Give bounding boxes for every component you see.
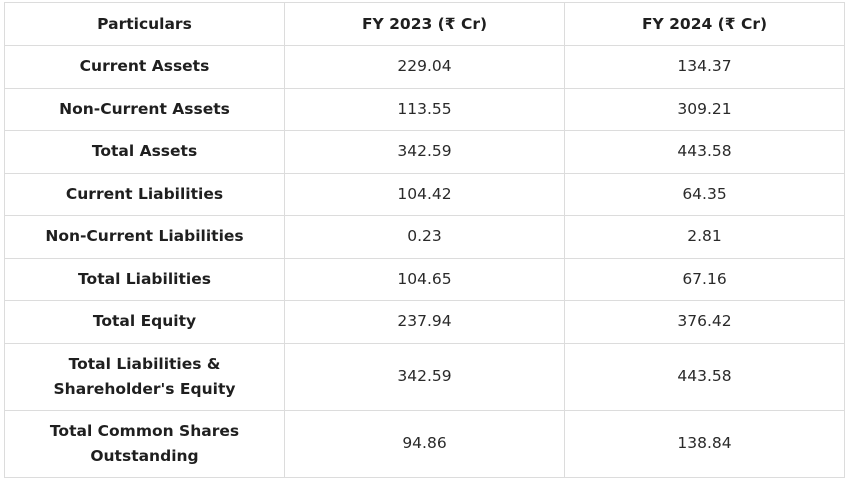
table-row: Current Liabilities 104.42 64.35 xyxy=(4,172,845,216)
fy2023-value: 342.59 xyxy=(284,342,565,411)
row-label: Current Liabilities xyxy=(4,172,285,216)
balance-sheet-table: Particulars FY 2023 (₹ Cr) FY 2024 (₹ Cr… xyxy=(4,2,845,478)
table-body: Current Assets 229.04 134.37 Non-Current… xyxy=(4,45,845,478)
fy2024-value: 309.21 xyxy=(564,87,845,131)
row-label: Total Common Shares Outstanding xyxy=(4,409,285,478)
fy2023-value: 342.59 xyxy=(284,130,565,174)
table-row: Total Equity 237.94 376.42 xyxy=(4,300,845,344)
table-row: Total Common Shares Outstanding 94.86 13… xyxy=(4,409,845,478)
fy2024-value: 138.84 xyxy=(564,409,845,478)
fy2023-value: 104.65 xyxy=(284,257,565,301)
fy2024-value: 2.81 xyxy=(564,215,845,259)
fy2023-value: 237.94 xyxy=(284,300,565,344)
financial-table-container: Particulars FY 2023 (₹ Cr) FY 2024 (₹ Cr… xyxy=(4,2,845,478)
table-row: Current Assets 229.04 134.37 xyxy=(4,45,845,89)
row-label: Non-Current Assets xyxy=(4,87,285,131)
table-row: Total Assets 342.59 443.58 xyxy=(4,130,845,174)
table-row: Non-Current Assets 113.55 309.21 xyxy=(4,87,845,131)
fy2024-value: 376.42 xyxy=(564,300,845,344)
fy2024-value: 67.16 xyxy=(564,257,845,301)
fy2024-value: 443.58 xyxy=(564,130,845,174)
fy2023-value: 94.86 xyxy=(284,409,565,478)
table-row: Total Liabilities & Shareholder's Equity… xyxy=(4,342,845,411)
fy2023-value: 229.04 xyxy=(284,45,565,89)
fy2024-value: 134.37 xyxy=(564,45,845,89)
header-row: Particulars FY 2023 (₹ Cr) FY 2024 (₹ Cr… xyxy=(4,2,845,46)
row-label: Current Assets xyxy=(4,45,285,89)
table-row: Total Liabilities 104.65 67.16 xyxy=(4,257,845,301)
table-header: Particulars FY 2023 (₹ Cr) FY 2024 (₹ Cr… xyxy=(4,2,845,46)
row-label: Total Equity xyxy=(4,300,285,344)
column-header-particulars: Particulars xyxy=(4,2,285,46)
column-header-fy2024: FY 2024 (₹ Cr) xyxy=(564,2,845,46)
table-row: Non-Current Liabilities 0.23 2.81 xyxy=(4,215,845,259)
fy2023-value: 113.55 xyxy=(284,87,565,131)
row-label: Total Assets xyxy=(4,130,285,174)
fy2023-value: 0.23 xyxy=(284,215,565,259)
fy2024-value: 443.58 xyxy=(564,342,845,411)
column-header-fy2023: FY 2023 (₹ Cr) xyxy=(284,2,565,46)
fy2023-value: 104.42 xyxy=(284,172,565,216)
row-label: Total Liabilities & Shareholder's Equity xyxy=(4,342,285,411)
row-label: Total Liabilities xyxy=(4,257,285,301)
fy2024-value: 64.35 xyxy=(564,172,845,216)
row-label: Non-Current Liabilities xyxy=(4,215,285,259)
